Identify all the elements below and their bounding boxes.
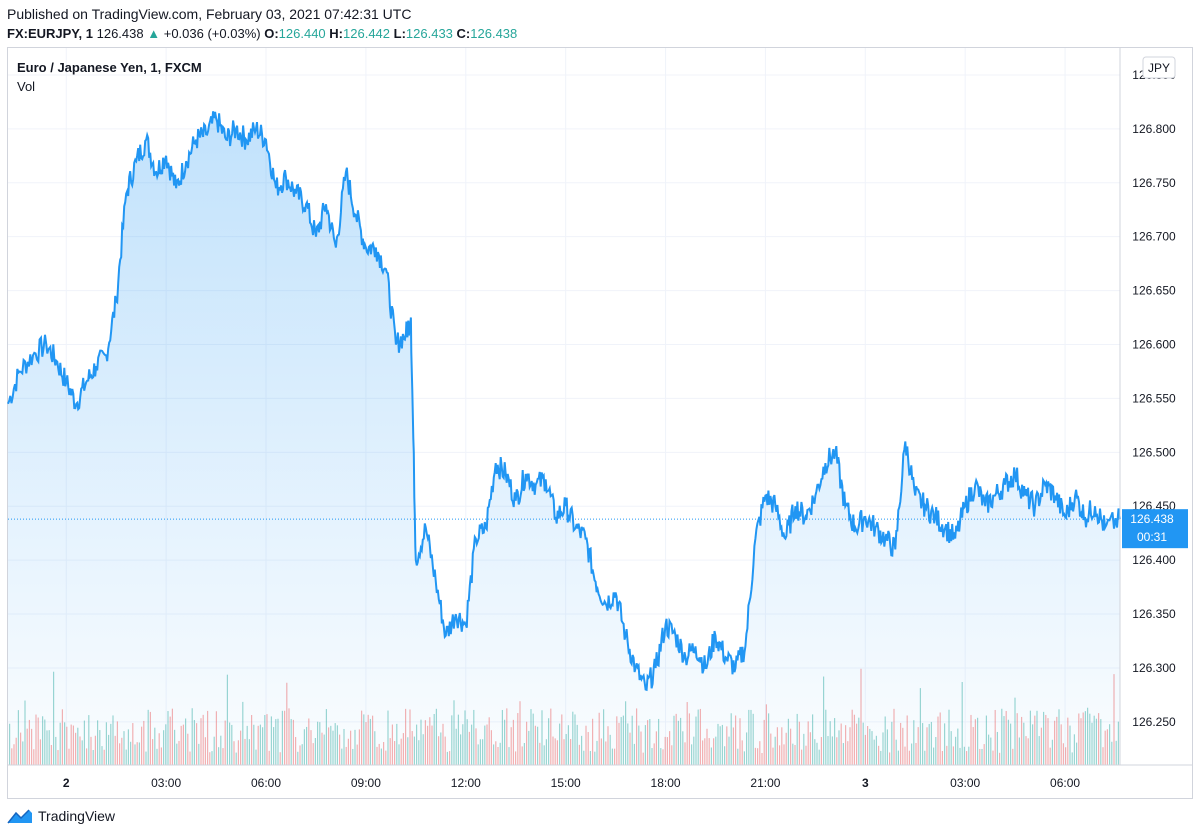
tradingview-logo-icon [7, 809, 32, 824]
x-tick-label: 15:00 [551, 776, 581, 790]
y-tick-label: 126.650 [1132, 284, 1176, 298]
last-price-tag-value: 126.438 [1130, 512, 1174, 526]
pane-title: Euro / Japanese Yen, 1, FXCM [17, 60, 202, 75]
x-tick-label: 3 [862, 776, 869, 790]
published-caption: Published on TradingView.com, February 0… [7, 6, 412, 22]
x-tick-label: 21:00 [750, 776, 780, 790]
y-tick-label: 126.250 [1132, 715, 1176, 729]
last-price: 126.438 [96, 26, 144, 41]
x-tick-label: 18:00 [651, 776, 681, 790]
x-tick-label: 2 [63, 776, 70, 790]
up-triangle-icon: ▲ [147, 26, 161, 41]
symbol-label: FX:EURJPY, 1 [7, 26, 93, 41]
close-value: 126.438 [470, 26, 518, 41]
footer-brand-label: TradingView [38, 808, 116, 824]
y-tick-label: 126.350 [1132, 607, 1176, 621]
countdown-label: 00:31 [1137, 530, 1167, 544]
open-value: 126.440 [278, 26, 326, 41]
low-value: 126.433 [405, 26, 453, 41]
y-tick-label: 126.550 [1132, 391, 1176, 405]
x-tick-label: 09:00 [351, 776, 381, 790]
high-label: H: [329, 26, 344, 41]
y-tick-label: 126.700 [1132, 230, 1176, 244]
x-tick-label: 12:00 [451, 776, 481, 790]
x-tick-label: 06:00 [1050, 776, 1080, 790]
x-tick-label: 06:00 [251, 776, 281, 790]
currency-label: JPY [1148, 61, 1170, 75]
close-label: C: [456, 26, 471, 41]
volume-label: Vol [17, 79, 35, 94]
y-tick-label: 126.600 [1132, 338, 1176, 352]
chart-frame [7, 47, 1193, 799]
low-label: L: [393, 26, 406, 41]
footer-brand[interactable]: TradingView [7, 808, 115, 824]
y-tick-label: 126.500 [1132, 445, 1176, 459]
price-change: +0.036 (+0.03%) [163, 26, 261, 41]
y-tick-label: 126.400 [1132, 553, 1176, 567]
price-area [8, 111, 1120, 766]
x-tick-label: 03:00 [950, 776, 980, 790]
last-price-tag [1122, 509, 1188, 549]
currency-button[interactable] [1142, 56, 1176, 79]
ticker-summary: FX:EURJPY, 1 126.438 ▲ +0.036 (+0.03%) O… [7, 26, 517, 41]
y-tick-label: 126.750 [1132, 176, 1176, 190]
y-tick-label: 126.800 [1132, 122, 1176, 136]
y-tick-label: 126.300 [1132, 661, 1176, 675]
open-label: O: [264, 26, 279, 41]
high-value: 126.442 [343, 26, 391, 41]
price-line [7, 111, 1121, 692]
x-tick-label: 03:00 [151, 776, 181, 790]
